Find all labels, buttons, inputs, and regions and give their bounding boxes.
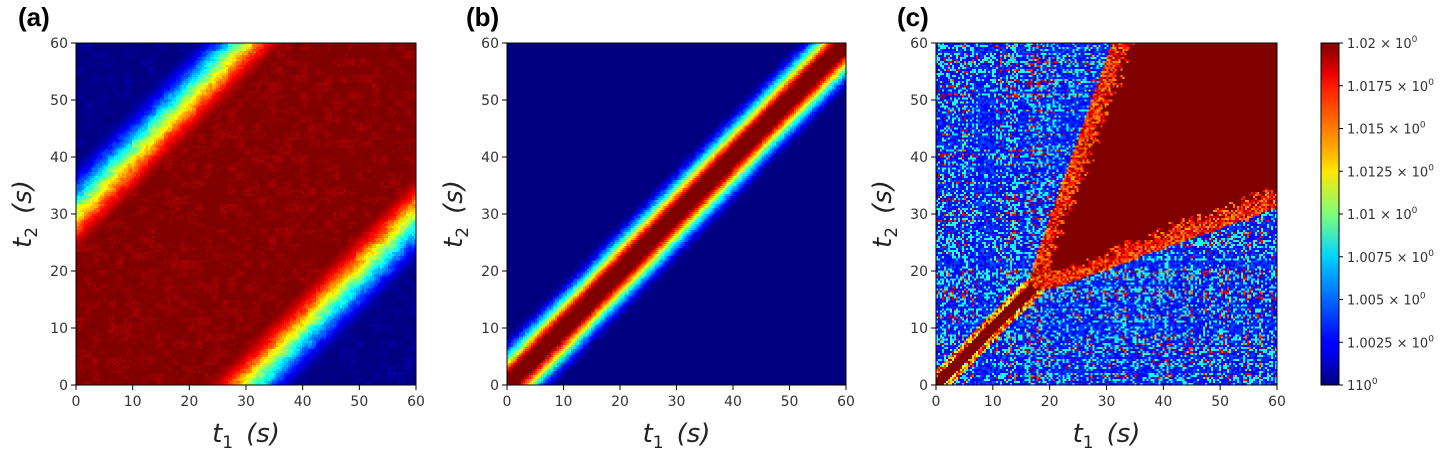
colorbar-tick-label: 1.0175 × 100 (1347, 78, 1434, 95)
y-axis-label: t2 (s) (868, 180, 902, 248)
x-tick-label: 0 (932, 394, 941, 410)
colorbar-tick-label: 1100 (1347, 377, 1378, 394)
y-tick-label: 60 (481, 36, 499, 52)
x-tick-label: 50 (350, 394, 368, 410)
y-axis-label: t2 (s) (439, 180, 473, 248)
y-tick-label: 50 (50, 93, 68, 109)
x-tick-label: 60 (407, 394, 425, 410)
x-tick-label: 30 (1098, 394, 1116, 410)
y-tick-label: 0 (919, 378, 928, 394)
panel-label: (a) (18, 2, 50, 32)
heatmap-image (936, 43, 1277, 385)
panel-label: (b) (466, 2, 499, 32)
y-tick-label: 0 (59, 378, 68, 394)
x-tick-label: 60 (1268, 394, 1286, 410)
colorbar-tick-label: 1.01 × 100 (1347, 206, 1418, 223)
colorbar-tick-label: 1.02 × 100 (1347, 35, 1418, 52)
colorbar-gradient (1321, 43, 1339, 385)
x-tick-label: 40 (294, 394, 312, 410)
x-tick-label: 10 (124, 394, 142, 410)
x-tick-label: 50 (781, 394, 799, 410)
heatmap-image (507, 43, 846, 385)
x-tick-label: 10 (984, 394, 1002, 410)
y-tick-label: 50 (910, 93, 928, 109)
heatmap-panel-b: (b) 0 10 20 30 40 50 60 0 10 20 30 40 50 60 t1 (s) t2 (s… (439, 2, 855, 450)
x-tick-label: 60 (837, 394, 855, 410)
x-tick-label: 0 (72, 394, 81, 410)
y-tick-label: 30 (50, 207, 68, 223)
y-tick-label: 40 (910, 150, 928, 166)
y-tick-label: 40 (50, 150, 68, 166)
panel-label: (c) (897, 2, 929, 32)
colorbar-tick-label: 1.0025 × 100 (1347, 334, 1434, 351)
y-tick-label: 0 (490, 378, 499, 394)
y-tick-label: 20 (481, 264, 499, 280)
x-tick-label: 50 (1211, 394, 1229, 410)
heatmap-image (76, 43, 416, 385)
x-tick-label: 0 (503, 394, 512, 410)
y-tick-label: 30 (910, 207, 928, 223)
y-tick-label: 10 (50, 321, 68, 337)
colorbar-tick-label: 1.005 × 100 (1347, 292, 1426, 309)
colorbar-tick-label: 1.0125 × 100 (1347, 163, 1434, 180)
x-axis-label: t1 (s) (212, 419, 280, 450)
y-tick-label: 20 (910, 264, 928, 280)
x-tick-label: 10 (555, 394, 573, 410)
y-tick-label: 20 (50, 264, 68, 280)
x-tick-label: 40 (724, 394, 742, 410)
y-tick-label: 60 (910, 36, 928, 52)
x-tick-label: 30 (668, 394, 686, 410)
y-tick-label: 30 (481, 207, 499, 223)
x-tick-label: 20 (1041, 394, 1059, 410)
y-tick-label: 40 (481, 150, 499, 166)
heatmap-panel-c: (c) 0 10 20 30 40 50 60 0 10 20 30 40 50 60 t1 (s) t2 (s… (868, 2, 1286, 450)
x-axis-label: t1 (s) (1073, 419, 1141, 450)
y-axis-label: t2 (s) (8, 180, 42, 248)
y-tick-label: 50 (481, 93, 499, 109)
x-tick-label: 20 (180, 394, 198, 410)
y-tick-label: 60 (50, 36, 68, 52)
x-tick-label: 30 (237, 394, 255, 410)
y-tick-label: 10 (910, 321, 928, 337)
heatmap-panel-a: (a) 0 10 20 30 40 50 60 0 10 20 30 40 50 60 t1 (s) t2 (s… (8, 2, 425, 450)
x-axis-label: t1 (s) (643, 419, 711, 450)
colorbar: 1100 1.0025 × 100 1.005 × 100 1.0075 × 100 1… (1320, 35, 1434, 394)
y-tick-label: 10 (481, 321, 499, 337)
colorbar-tick-label: 1.015 × 100 (1347, 121, 1426, 138)
x-tick-label: 20 (611, 394, 629, 410)
x-tick-label: 40 (1154, 394, 1172, 410)
colorbar-tick-label: 1.0075 × 100 (1347, 249, 1434, 266)
